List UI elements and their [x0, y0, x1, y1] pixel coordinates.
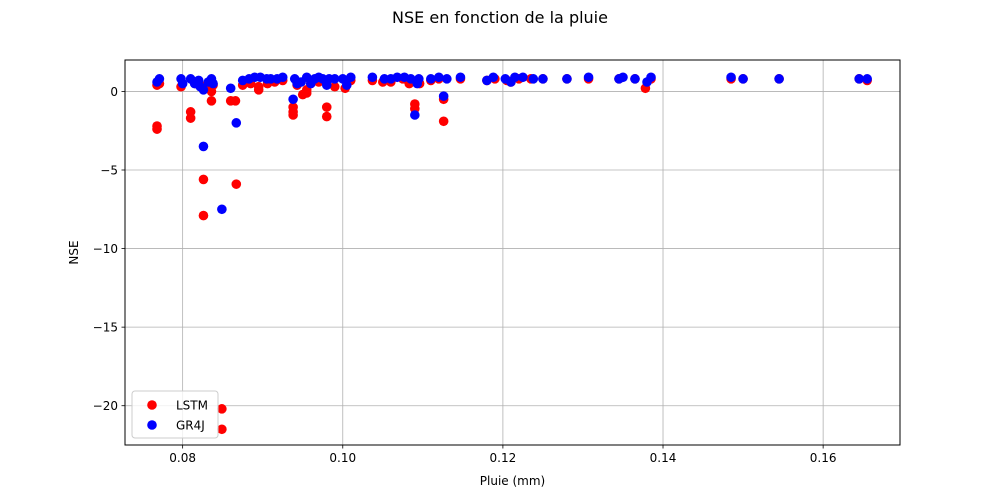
point-lstm: [253, 81, 264, 92]
point-gr4j: [726, 72, 736, 83]
chart-title: NSE en fonction de la pluie: [392, 8, 608, 27]
y-tick-label: −15: [93, 321, 118, 335]
legend-marker-gr4j: [147, 420, 157, 430]
point-gr4j: [217, 204, 227, 215]
point-gr4j: [198, 141, 209, 152]
legend-marker-lstm: [147, 400, 157, 410]
point-gr4j: [392, 72, 403, 83]
point-gr4j: [442, 74, 452, 84]
point-lstm: [438, 116, 449, 127]
point-lstm: [198, 174, 209, 185]
legend-label-gr4j: GR4J: [176, 419, 205, 433]
grid: [125, 60, 900, 445]
point-lstm: [185, 113, 196, 123]
point-gr4j: [329, 74, 340, 84]
point-lstm: [230, 96, 241, 106]
point-gr4j: [488, 72, 499, 83]
point-gr4j: [583, 72, 594, 83]
x-tick-label: 0.14: [650, 451, 677, 465]
legend: LSTM GR4J: [131, 390, 219, 439]
y-tick-label: 0: [110, 85, 118, 99]
point-gr4j: [618, 72, 628, 83]
point-lstm: [217, 404, 227, 414]
x-tick-label: 0.12: [490, 451, 517, 465]
point-lstm: [329, 81, 340, 92]
point-gr4j: [225, 83, 236, 94]
plot-frame: [124, 59, 901, 446]
data-points: [152, 72, 872, 435]
point-gr4j: [367, 72, 378, 83]
point-lstm: [231, 179, 242, 189]
point-lstm: [152, 124, 162, 134]
point-lstm: [321, 111, 332, 122]
point-gr4j: [528, 74, 539, 84]
point-gr4j: [154, 74, 165, 84]
point-gr4j: [510, 72, 520, 83]
point-gr4j: [630, 74, 640, 84]
point-lstm: [301, 88, 312, 98]
point-lstm: [217, 424, 227, 435]
y-axis-label: NSE: [67, 240, 81, 264]
point-gr4j: [738, 74, 748, 84]
point-lstm: [288, 110, 298, 120]
x-tick-label: 0.16: [810, 451, 837, 465]
point-gr4j: [345, 72, 356, 83]
point-gr4j: [426, 74, 436, 84]
point-gr4j: [774, 74, 784, 84]
point-gr4j: [854, 74, 864, 84]
point-lstm: [206, 96, 217, 106]
point-gr4j: [862, 74, 872, 84]
point-gr4j: [277, 72, 288, 83]
point-gr4j: [208, 78, 218, 89]
point-gr4j: [562, 74, 572, 84]
point-lstm: [198, 210, 209, 221]
point-gr4j: [518, 72, 528, 83]
point-gr4j: [177, 78, 188, 89]
x-tick-label: 0.08: [169, 451, 196, 465]
point-gr4j: [341, 80, 352, 90]
y-tick-label: −5: [100, 164, 118, 178]
point-gr4j: [438, 91, 449, 101]
legend-label-lstm: LSTM: [176, 399, 208, 413]
point-gr4j: [410, 110, 420, 120]
x-tick-label: 0.10: [329, 451, 356, 465]
point-gr4j: [198, 85, 209, 95]
y-tick-label: −10: [93, 242, 118, 256]
point-gr4j: [288, 94, 298, 105]
point-gr4j: [455, 72, 466, 83]
point-gr4j: [414, 74, 424, 84]
point-lstm: [321, 102, 332, 112]
point-gr4j: [434, 72, 444, 83]
point-gr4j: [646, 72, 656, 83]
axis-ticks: 0.08 0.10 0.12 0.14 0.16 −20 −15 −10 −5 0: [93, 85, 837, 465]
point-gr4j: [231, 118, 242, 128]
x-axis-label: Pluie (mm): [480, 474, 545, 488]
y-tick-label: −20: [93, 399, 118, 413]
point-gr4j: [538, 74, 548, 84]
